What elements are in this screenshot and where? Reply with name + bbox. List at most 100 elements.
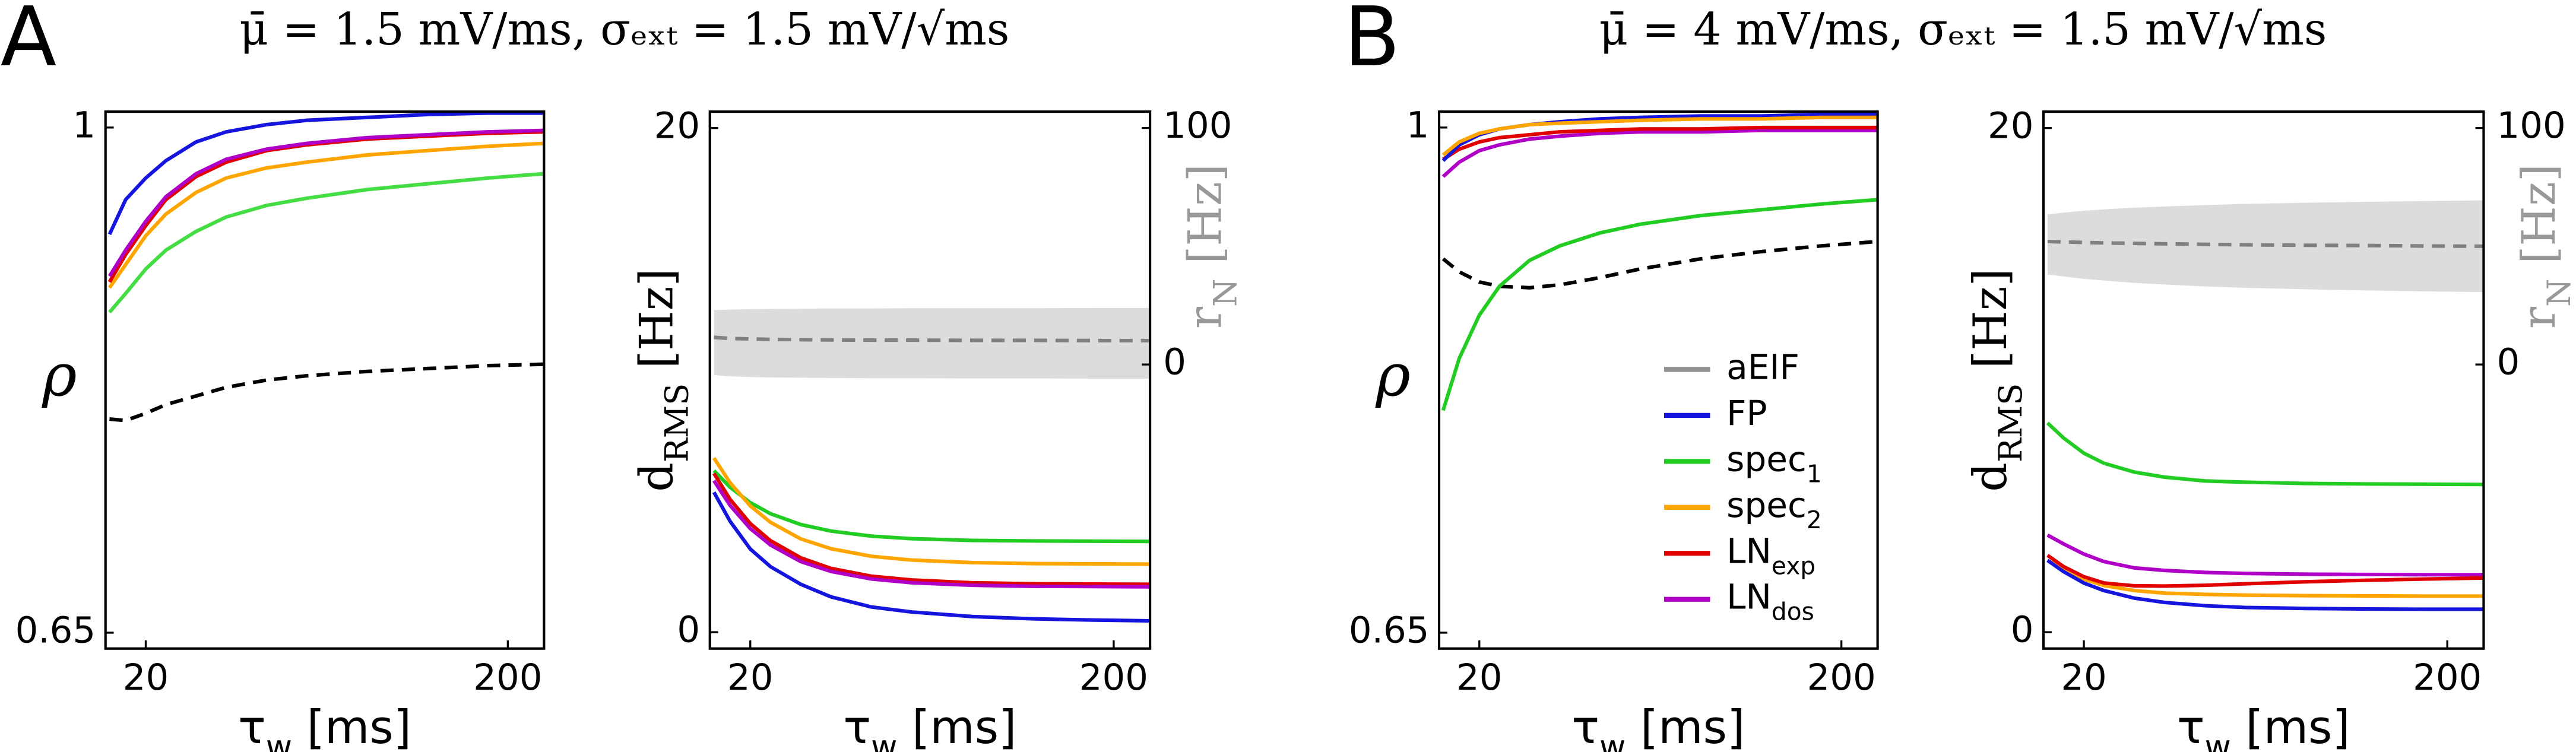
series-line xyxy=(107,141,544,289)
y2-tick-label: 100 xyxy=(1163,105,1232,147)
legend-name: aEIF xyxy=(1726,347,1799,388)
legend-label: aEIF xyxy=(1726,347,1799,388)
y-axis-label-part: d xyxy=(1964,462,2017,492)
x-tick-label: 20 xyxy=(727,657,773,699)
legend-name: LN xyxy=(1726,577,1772,617)
legend-name: spec xyxy=(1726,439,1807,479)
y2-tick-label: 0 xyxy=(2497,342,2520,383)
series-line xyxy=(2046,559,2484,598)
series-line xyxy=(712,472,1151,586)
x-axis-label-part: [ms] xyxy=(2231,702,2350,752)
x-tick-label: 20 xyxy=(123,657,169,699)
y-axis-label-part: RMS xyxy=(658,383,695,462)
series-line xyxy=(2046,559,2484,611)
x-axis-label-part: τ xyxy=(1571,702,1599,752)
series-line xyxy=(108,172,544,314)
legend-sub: 1 xyxy=(1807,459,1822,488)
x-axis-label-part: τ xyxy=(238,702,266,752)
x-axis-label-part: w xyxy=(266,728,292,752)
y2-axis-label-part: [Hz] xyxy=(2512,164,2566,278)
x-axis-label: τw [ms] xyxy=(844,702,1017,752)
x-axis-label-part: [ms] xyxy=(898,702,1017,752)
y-tick-label: 1 xyxy=(1406,104,1430,146)
x-tick-label: 20 xyxy=(2061,657,2106,699)
series-line xyxy=(107,128,544,277)
y2-tick-label: 100 xyxy=(2497,105,2566,147)
series-line xyxy=(1441,115,1878,157)
y2-tick-label: 0 xyxy=(1163,342,1186,383)
y-axis-label: dRMS [Hz] xyxy=(630,268,696,491)
error-band xyxy=(714,307,1151,379)
series-line xyxy=(109,362,544,423)
y-axis-label-part: [Hz] xyxy=(630,268,684,383)
y-tick-label: 20 xyxy=(654,105,700,147)
legend-name: LN xyxy=(1726,531,1772,571)
y-axis-label: ρ xyxy=(1375,341,1411,410)
legend-label: spec1 xyxy=(1726,439,1822,488)
legend-label: FP xyxy=(1726,393,1767,433)
x-axis-label: τw [ms] xyxy=(238,702,411,752)
series-line xyxy=(712,480,1151,589)
y2-axis-label-part: N xyxy=(1206,278,1244,306)
series-line xyxy=(1441,128,1878,178)
x-axis-label-part: τ xyxy=(844,702,872,752)
x-axis-label-part: w xyxy=(1599,728,1626,752)
legend-sub: 2 xyxy=(1807,506,1822,534)
y-tick-label: 1 xyxy=(72,104,96,146)
plot-frame xyxy=(104,110,546,650)
legend-label: LNdos xyxy=(1726,577,1814,626)
series-line xyxy=(1442,125,1878,161)
y-axis-label-part: RMS xyxy=(1992,383,2029,462)
x-axis-label-part: [ms] xyxy=(1626,702,1745,752)
x-tick-label: 200 xyxy=(1079,657,1148,699)
plot-frame xyxy=(1437,110,1879,650)
legend-label: LNexp xyxy=(1726,531,1815,580)
series-line xyxy=(712,456,1151,566)
x-tick-label: 20 xyxy=(1456,657,1502,699)
y2-axis-label: rN [Hz] xyxy=(1179,164,1244,329)
y-axis-label: ρ xyxy=(42,341,77,410)
y2-axis-label-part: r xyxy=(2512,306,2566,329)
legend-sub: dos xyxy=(1772,598,1814,626)
y2-axis-label: rN [Hz] xyxy=(2512,164,2576,329)
series-line xyxy=(712,491,1151,623)
series-line xyxy=(2047,239,2484,248)
legend-name: FP xyxy=(1726,393,1767,433)
series-line xyxy=(2046,554,2484,588)
legend-name: spec xyxy=(1726,485,1807,525)
y-tick-label: 20 xyxy=(1988,105,2033,147)
x-axis-label-part: [ms] xyxy=(292,702,411,752)
y-axis-label-part: ρ xyxy=(1375,341,1411,410)
x-tick-label: 200 xyxy=(2413,657,2482,699)
y-tick-label: 0.65 xyxy=(15,610,96,652)
series-line xyxy=(1441,198,1878,411)
x-axis-label-part: τ xyxy=(2177,702,2205,752)
y-tick-label: 0 xyxy=(2011,610,2034,651)
y2-axis-label-part: r xyxy=(1179,306,1232,329)
x-tick-label: 200 xyxy=(1807,657,1876,699)
panel-letter: B xyxy=(1344,0,1401,85)
series-line xyxy=(714,335,1151,342)
x-axis-label-part: w xyxy=(871,728,897,752)
plot-frame xyxy=(2042,110,2485,650)
y-axis-label-part: ρ xyxy=(42,341,77,410)
y-tick-label: 0.65 xyxy=(1349,610,1430,652)
y-tick-label: 0 xyxy=(677,610,700,651)
x-axis-label-part: w xyxy=(2204,728,2230,752)
y2-axis-label-part: N xyxy=(2540,278,2576,306)
series-line xyxy=(107,112,544,236)
y2-axis-label-part: [Hz] xyxy=(1179,164,1232,278)
panel-title: μ̄ = 4 mV/ms, σₑₓₜ = 1.5 mV/√ms xyxy=(1599,4,2327,55)
series-line xyxy=(712,469,1151,544)
y-axis-label-part: [Hz] xyxy=(1964,268,2017,383)
panel-letter: A xyxy=(1,0,57,85)
panel-title: μ̄ = 1.5 mV/ms, σₑₓₜ = 1.5 mV/√ms xyxy=(239,4,1009,55)
legend-label: spec2 xyxy=(1726,485,1822,534)
series-line xyxy=(2046,421,2484,487)
legend-sub: exp xyxy=(1772,551,1815,580)
x-axis-label: τw [ms] xyxy=(2177,702,2350,752)
x-axis-label: τw [ms] xyxy=(1571,702,1745,752)
y-axis-label-part: d xyxy=(630,462,684,492)
x-tick-label: 200 xyxy=(473,657,542,699)
